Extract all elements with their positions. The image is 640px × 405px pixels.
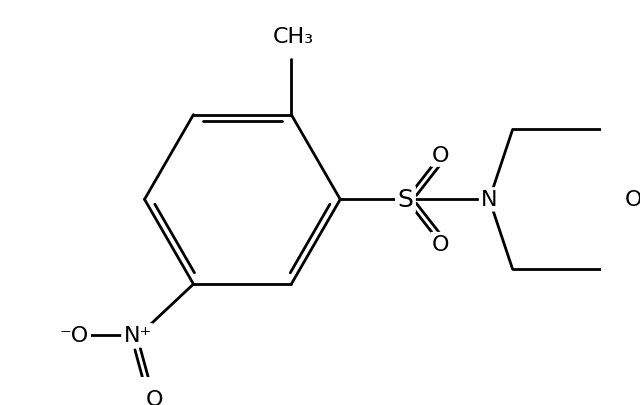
Text: N⁺: N⁺ [124,326,152,345]
Text: O: O [432,145,450,165]
Text: N: N [481,190,497,210]
Text: CH₃: CH₃ [273,27,314,47]
Text: O: O [625,190,640,210]
Text: O: O [432,234,450,254]
Text: O: O [145,389,163,405]
Text: S: S [397,188,413,212]
Text: ⁻O: ⁻O [60,326,89,345]
